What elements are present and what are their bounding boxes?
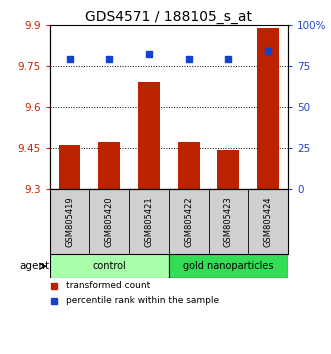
Title: GDS4571 / 188105_s_at: GDS4571 / 188105_s_at	[85, 10, 252, 24]
Bar	[59, 145, 80, 189]
Bar	[50, 254, 169, 278]
Bar	[217, 150, 239, 189]
Bar	[178, 142, 200, 189]
Text: GSM805423: GSM805423	[224, 196, 233, 247]
Text: agent: agent	[20, 261, 50, 271]
Point	[146, 51, 152, 57]
Text: transformed count: transformed count	[66, 281, 151, 290]
Text: percentile rank within the sample: percentile rank within the sample	[66, 296, 219, 305]
Text: GSM805422: GSM805422	[184, 196, 193, 247]
Bar	[257, 28, 279, 189]
Text: GSM805421: GSM805421	[144, 196, 154, 247]
Point	[186, 56, 191, 62]
Point	[265, 48, 271, 54]
Bar	[138, 82, 160, 189]
Point	[226, 56, 231, 62]
Text: gold nanoparticles: gold nanoparticles	[183, 261, 274, 271]
Text: GSM805419: GSM805419	[65, 196, 74, 247]
Point	[107, 56, 112, 62]
Bar	[98, 142, 120, 189]
Point	[67, 56, 72, 62]
Bar	[169, 254, 288, 278]
Text: control: control	[92, 261, 126, 271]
Text: GSM805420: GSM805420	[105, 196, 114, 247]
Text: GSM805424: GSM805424	[263, 196, 273, 247]
